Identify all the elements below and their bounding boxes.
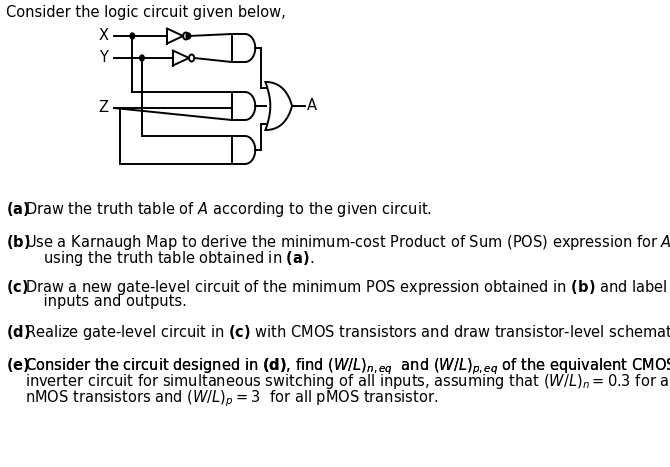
Circle shape <box>186 33 190 39</box>
Text: inverter circuit for simultaneous switching of all inputs, assuming that $(W/L)_: inverter circuit for simultaneous switch… <box>25 372 670 391</box>
Text: inputs and outputs.: inputs and outputs. <box>25 294 187 309</box>
Circle shape <box>189 55 194 62</box>
Text: nMOS transistors and $(W/L)_p = 3$  for all pMOS transistor.: nMOS transistors and $(W/L)_p = 3$ for a… <box>25 388 438 409</box>
Text: Use a Karnaugh Map to derive the minimum-cost Product of Sum (POS) expression fo: Use a Karnaugh Map to derive the minimum… <box>25 233 670 252</box>
Text: Realize gate-level circuit in $\mathbf{(c)}$ with CMOS transistors and draw tran: Realize gate-level circuit in $\mathbf{(… <box>25 323 670 342</box>
Text: $\mathbf{(c)}$: $\mathbf{(c)}$ <box>6 278 29 296</box>
Text: Y: Y <box>99 50 108 65</box>
Text: $\mathbf{(a)}$: $\mathbf{(a)}$ <box>6 200 29 218</box>
Text: A: A <box>307 99 317 113</box>
Text: $\mathbf{(e)}$: $\mathbf{(e)}$ <box>6 356 30 374</box>
Text: Draw the truth table of $A$ according to the given circuit.: Draw the truth table of $A$ according to… <box>25 200 432 219</box>
Text: using the truth table obtained in $\mathbf{(a)}$.: using the truth table obtained in $\math… <box>25 249 314 268</box>
Text: $\mathbf{(b)}$: $\mathbf{(b)}$ <box>6 233 30 251</box>
Text: Consider the circuit designed in $\mathbf{(d)}$, find $(W/L)_{n,eq}$  and $(W/L): Consider the circuit designed in $\mathb… <box>25 356 670 376</box>
Text: Z: Z <box>98 100 108 115</box>
Circle shape <box>140 55 144 61</box>
Text: Consider the circuit designed in $\mathbf{(d)}$, find $(W/L)_{n,eq}$  and $(W/L): Consider the circuit designed in $\mathb… <box>25 356 670 376</box>
Circle shape <box>183 33 188 40</box>
Text: X: X <box>98 28 108 43</box>
Text: $\mathbf{(d)}$: $\mathbf{(d)}$ <box>6 323 30 341</box>
Circle shape <box>130 33 135 39</box>
Text: Consider the logic circuit given below,: Consider the logic circuit given below, <box>6 5 285 20</box>
Text: Draw a new gate-level circuit of the minimum POS expression obtained in $\mathbf: Draw a new gate-level circuit of the min… <box>25 278 670 297</box>
